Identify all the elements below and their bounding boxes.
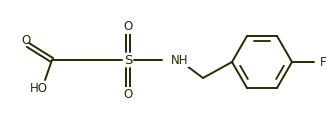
Text: NH: NH xyxy=(171,54,188,66)
Text: O: O xyxy=(123,88,133,101)
Text: O: O xyxy=(21,34,31,46)
Text: HO: HO xyxy=(30,82,48,96)
Text: S: S xyxy=(124,54,132,66)
Text: O: O xyxy=(123,20,133,34)
Text: F: F xyxy=(320,56,327,68)
